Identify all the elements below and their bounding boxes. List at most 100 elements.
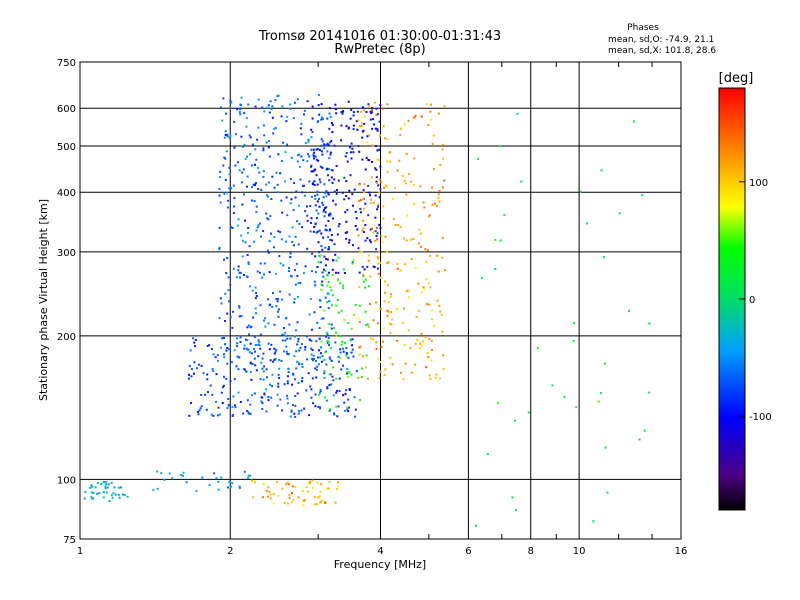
- data-point: [212, 370, 215, 372]
- data-point: [331, 181, 334, 184]
- data-point: [325, 229, 328, 232]
- data-point: [326, 341, 329, 344]
- data-point: [286, 143, 289, 146]
- data-point: [350, 108, 353, 111]
- data-point: [366, 237, 369, 240]
- data-point: [320, 499, 323, 502]
- data-point: [327, 340, 330, 343]
- data-point: [425, 278, 428, 281]
- data-point: [281, 211, 284, 214]
- data-point: [260, 400, 263, 403]
- data-point: [211, 347, 213, 350]
- data-point: [243, 347, 246, 350]
- data-point: [255, 312, 258, 315]
- data-point: [323, 215, 326, 218]
- data-point: [296, 321, 299, 324]
- data-point: [289, 256, 292, 259]
- data-point: [376, 149, 379, 152]
- data-point: [254, 307, 257, 310]
- data-point: [277, 191, 280, 194]
- data-point: [285, 483, 288, 486]
- data-point: [361, 158, 364, 161]
- data-point: [248, 134, 251, 137]
- data-point: [273, 236, 276, 238]
- data-point: [273, 323, 276, 326]
- data-point: [318, 205, 321, 208]
- data-point: [378, 250, 380, 253]
- data-point: [216, 414, 219, 417]
- data-point: [180, 474, 183, 476]
- data-point: [306, 100, 309, 103]
- data-point: [280, 115, 283, 118]
- data-point: [98, 492, 101, 494]
- data-point: [328, 229, 331, 232]
- data-point: [311, 377, 314, 380]
- data-point: [270, 108, 273, 111]
- data-point: [268, 348, 271, 351]
- data-point: [348, 241, 350, 244]
- data-point: [315, 271, 317, 274]
- data-point: [375, 114, 378, 117]
- data-point: [374, 127, 377, 130]
- data-point: [244, 338, 247, 341]
- data-point: [263, 262, 266, 265]
- data-point: [392, 218, 395, 220]
- data-point: [419, 342, 422, 345]
- data-point: [259, 378, 262, 381]
- data-point: [358, 183, 361, 186]
- data-point: [330, 359, 333, 362]
- data-point: [342, 268, 345, 271]
- data-point: [486, 453, 489, 455]
- data-point: [314, 222, 317, 225]
- data-point: [297, 412, 300, 415]
- data-point: [343, 272, 346, 274]
- data-point: [430, 339, 433, 342]
- data-point: [285, 345, 288, 348]
- data-point: [224, 130, 227, 133]
- data-point: [320, 360, 323, 363]
- data-point: [219, 176, 221, 179]
- data-point: [368, 134, 371, 137]
- data-point: [270, 396, 273, 399]
- data-point: [332, 217, 334, 220]
- data-point: [289, 178, 292, 181]
- data-point: [232, 184, 235, 187]
- data-point: [310, 347, 313, 350]
- data-point: [310, 195, 313, 198]
- data-point: [314, 360, 317, 362]
- data-point: [318, 255, 321, 258]
- data-point: [299, 346, 302, 349]
- data-point: [314, 194, 316, 197]
- data-point: [330, 383, 333, 386]
- data-point: [328, 179, 331, 182]
- data-point: [245, 347, 248, 350]
- data-point: [281, 339, 284, 342]
- data-point: [238, 271, 241, 274]
- data-point: [269, 359, 272, 362]
- data-point: [290, 275, 293, 278]
- data-point: [224, 178, 227, 181]
- data-point: [259, 347, 262, 350]
- data-point: [433, 202, 436, 205]
- data-point: [354, 415, 356, 418]
- data-point: [336, 299, 339, 301]
- data-point: [339, 335, 342, 338]
- data-point: [385, 250, 388, 253]
- data-point: [316, 190, 319, 193]
- data-point: [369, 241, 372, 244]
- data-point: [319, 165, 322, 168]
- data-point: [284, 339, 287, 342]
- data-point: [296, 262, 298, 265]
- data-point: [270, 232, 272, 235]
- data-point: [310, 136, 313, 139]
- data-point: [328, 409, 331, 412]
- data-point: [376, 208, 379, 211]
- data-point: [371, 160, 373, 163]
- data-point: [293, 486, 296, 488]
- data-point: [365, 366, 367, 369]
- data-point: [340, 139, 343, 142]
- data-point: [243, 470, 246, 473]
- data-point: [383, 374, 386, 377]
- data-point: [245, 275, 248, 278]
- data-point: [245, 117, 248, 120]
